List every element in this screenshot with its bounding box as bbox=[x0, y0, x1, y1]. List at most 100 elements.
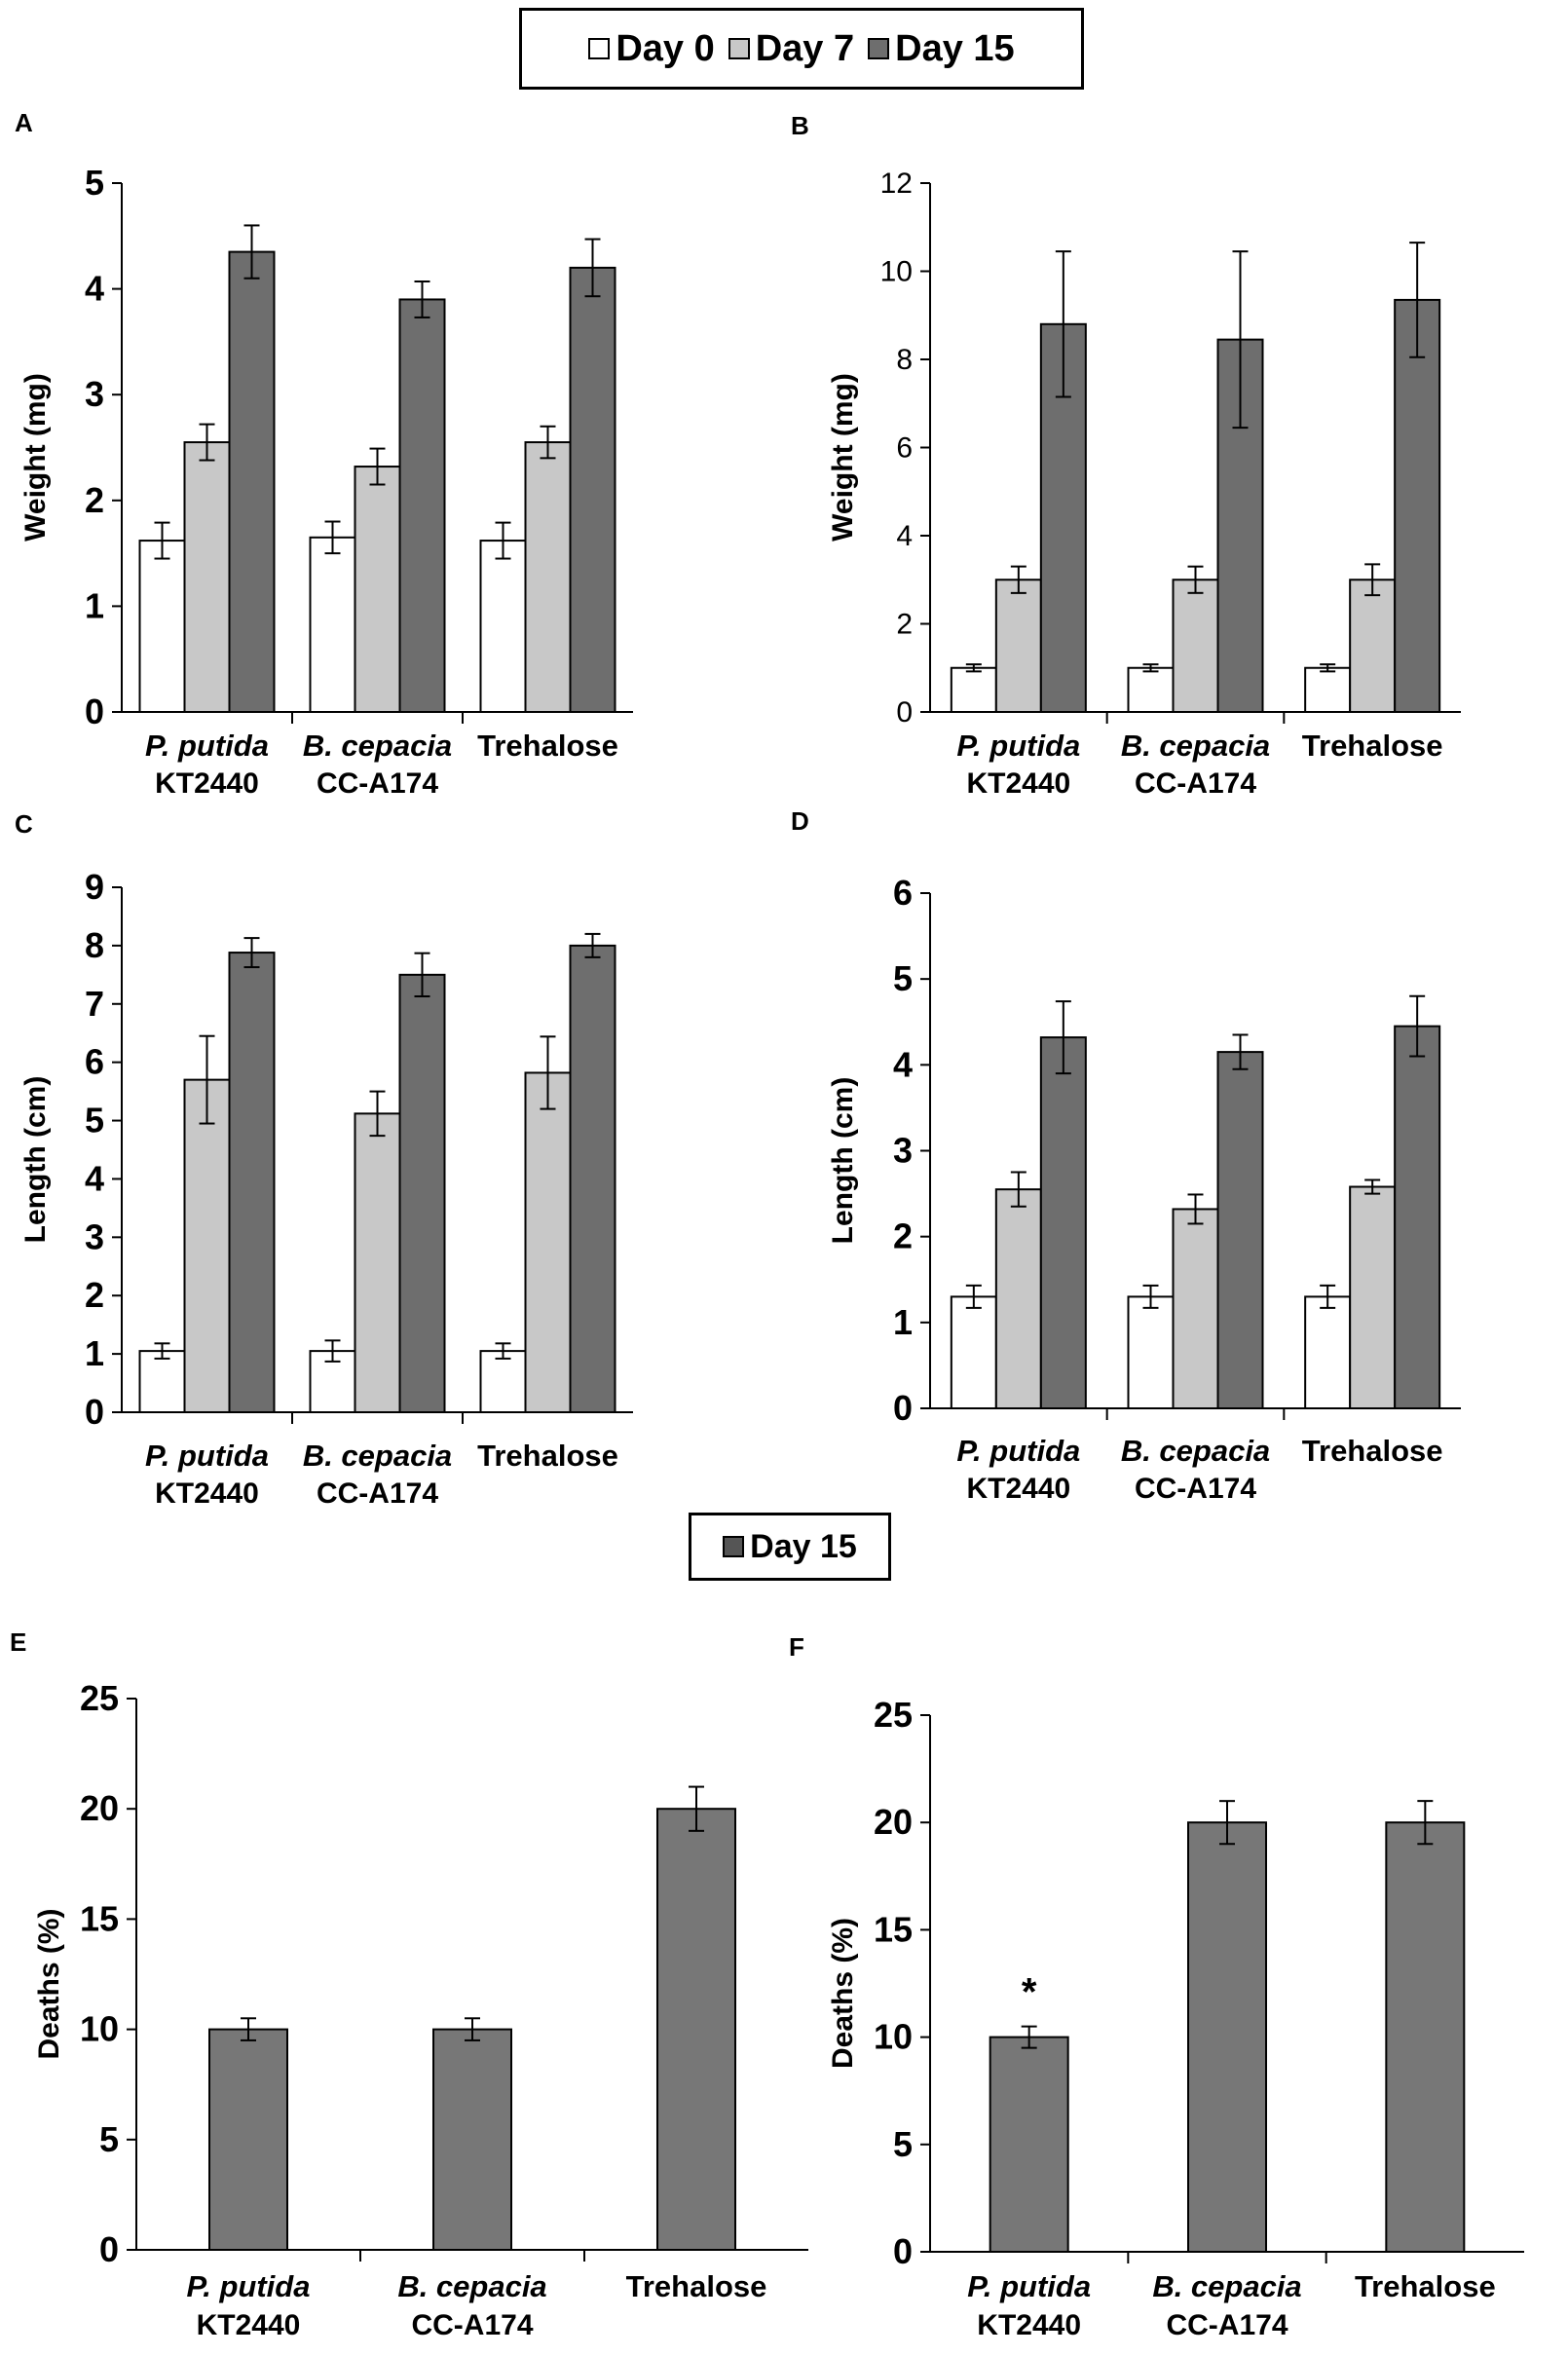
legend-item: Day 15 bbox=[868, 28, 1015, 70]
bar-day-15 bbox=[1385, 1821, 1466, 2253]
legend-swatch bbox=[868, 38, 890, 59]
chart-panel-B: B 0 2 4 6 8 10 12 Weight (mg) P. putida KT2440 B. c… bbox=[791, 111, 1461, 800]
bar-day-15 bbox=[398, 298, 446, 713]
bar-day-7 bbox=[354, 1112, 401, 1413]
category-label: Trehalose bbox=[1355, 2269, 1496, 2303]
bar-day-0 bbox=[138, 1350, 186, 1414]
y-tick-label: 5 bbox=[893, 2124, 913, 2164]
bar-day-0 bbox=[1127, 1295, 1175, 1409]
category-label-species: B. cepacia bbox=[397, 2269, 546, 2303]
bar-day-7 bbox=[994, 1188, 1042, 1410]
bar-day-15 bbox=[398, 973, 446, 1413]
bar-day-15 bbox=[1216, 1051, 1264, 1409]
category-label-strain: CC-A174 bbox=[411, 2309, 533, 2341]
bar-day-15 bbox=[1394, 1025, 1441, 1409]
legend-swatch bbox=[728, 38, 750, 59]
category-label: Trehalose bbox=[1302, 1434, 1443, 1468]
bar-day-7 bbox=[994, 579, 1042, 713]
y-tick-label: 4 bbox=[896, 520, 913, 552]
bar-day-15 bbox=[228, 250, 276, 713]
legend-item: Day 7 bbox=[728, 28, 854, 70]
bar-day-15 bbox=[656, 1808, 736, 2251]
bar-day-0 bbox=[479, 540, 527, 713]
category-label-species: B. cepacia bbox=[1121, 729, 1270, 763]
bar-day-0 bbox=[479, 1350, 527, 1414]
y-tick-label: 15 bbox=[80, 1898, 119, 1938]
category-label-strain: CC-A174 bbox=[1135, 1473, 1256, 1505]
bar-day-0 bbox=[950, 666, 997, 713]
bar-day-15 bbox=[989, 2036, 1069, 2254]
y-tick-label: 20 bbox=[874, 1802, 913, 1842]
y-tick-label: 10 bbox=[880, 256, 913, 288]
category-label-strain: KT2440 bbox=[966, 1473, 1070, 1505]
y-tick-label: 6 bbox=[893, 873, 913, 913]
panel-label: C bbox=[15, 809, 33, 839]
category-label-strain: CC-A174 bbox=[1166, 2309, 1288, 2341]
y-tick-label: 10 bbox=[80, 2009, 119, 2049]
y-tick-label: 9 bbox=[85, 867, 104, 907]
bar-day-0 bbox=[138, 540, 186, 713]
category-label-species: P. putida bbox=[956, 729, 1080, 763]
y-tick-label: 2 bbox=[893, 1216, 913, 1256]
legend-label: Day 15 bbox=[895, 27, 1015, 69]
legend-middle: Day 15 bbox=[689, 1513, 891, 1581]
y-tick-label: 0 bbox=[896, 696, 913, 729]
chart-panel-A: A 0 1 2 3 4 5 Weight (mg) P. putida KT2440 B. cepa… bbox=[15, 108, 633, 800]
legend-swatch bbox=[588, 38, 611, 59]
category-label-species: B. cepacia bbox=[1152, 2269, 1301, 2303]
category-label-strain: KT2440 bbox=[966, 767, 1070, 800]
y-tick-label: 4 bbox=[85, 269, 104, 309]
y-tick-label: 8 bbox=[85, 925, 104, 965]
y-tick-label: 5 bbox=[85, 163, 104, 203]
category-label: Trehalose bbox=[626, 2269, 767, 2303]
bar-day-0 bbox=[1304, 1295, 1352, 1409]
bar-day-15 bbox=[1187, 1821, 1267, 2253]
category-label: Trehalose bbox=[477, 1439, 618, 1473]
y-tick-label: 0 bbox=[893, 1388, 913, 1428]
bar-day-15 bbox=[569, 266, 616, 713]
y-tick-label: 6 bbox=[85, 1042, 104, 1082]
category-label-species: P. putida bbox=[956, 1434, 1080, 1468]
category-label-strain: CC-A174 bbox=[317, 767, 438, 800]
y-tick-label: 0 bbox=[85, 692, 104, 731]
y-tick-label: 5 bbox=[99, 2119, 119, 2159]
bar-day-0 bbox=[309, 536, 356, 713]
y-tick-label: 20 bbox=[80, 1788, 119, 1828]
bar-day-7 bbox=[1349, 579, 1397, 713]
y-tick-label: 3 bbox=[893, 1131, 913, 1171]
chart-panel-F: F 0 5 10 15 20 25 Deaths (%) P. putida KT2440 B. c… bbox=[789, 1632, 1524, 2341]
bar-day-0 bbox=[950, 1295, 997, 1409]
bar-day-15 bbox=[228, 952, 276, 1413]
legend-swatch bbox=[723, 1536, 745, 1557]
y-tick-label: 1 bbox=[85, 1333, 104, 1373]
y-tick-label: 1 bbox=[85, 585, 104, 625]
bar-day-7 bbox=[1172, 1208, 1219, 1410]
y-tick-label: 12 bbox=[880, 168, 913, 200]
bar-day-15 bbox=[1039, 1036, 1087, 1409]
category-label-strain: KT2440 bbox=[155, 767, 259, 800]
y-tick-label: 5 bbox=[893, 958, 913, 998]
bar-day-15 bbox=[1394, 298, 1441, 713]
category-label-species: P. putida bbox=[187, 2269, 311, 2303]
bar-day-0 bbox=[1127, 666, 1175, 713]
category-label: Trehalose bbox=[477, 729, 618, 763]
y-tick-label: 2 bbox=[896, 609, 913, 641]
panel-label: B bbox=[791, 111, 809, 140]
chart-panel-C: C 0 1 2 3 4 5 6 7 8 9 Length (cm) P. putida KT2440 B. … bbox=[15, 809, 633, 1510]
y-tick-label: 4 bbox=[85, 1158, 104, 1198]
category-label: Trehalose bbox=[1302, 729, 1443, 763]
legend-top: Day 0 Day 7 Day 15 bbox=[519, 8, 1084, 90]
bar-day-7 bbox=[1349, 1185, 1397, 1410]
category-label-species: B. cepacia bbox=[303, 1439, 452, 1473]
bar-day-7 bbox=[1172, 579, 1219, 713]
y-tick-label: 25 bbox=[80, 1678, 119, 1718]
category-label-species: B. cepacia bbox=[1121, 1434, 1270, 1468]
y-tick-label: 4 bbox=[893, 1044, 913, 1084]
y-tick-label: 0 bbox=[85, 1392, 104, 1432]
y-tick-label: 25 bbox=[874, 1695, 913, 1735]
category-label-strain: CC-A174 bbox=[1135, 767, 1256, 800]
legend-label: Day 7 bbox=[755, 27, 855, 69]
category-label-strain: KT2440 bbox=[155, 1477, 259, 1510]
category-label-species: B. cepacia bbox=[303, 729, 452, 763]
